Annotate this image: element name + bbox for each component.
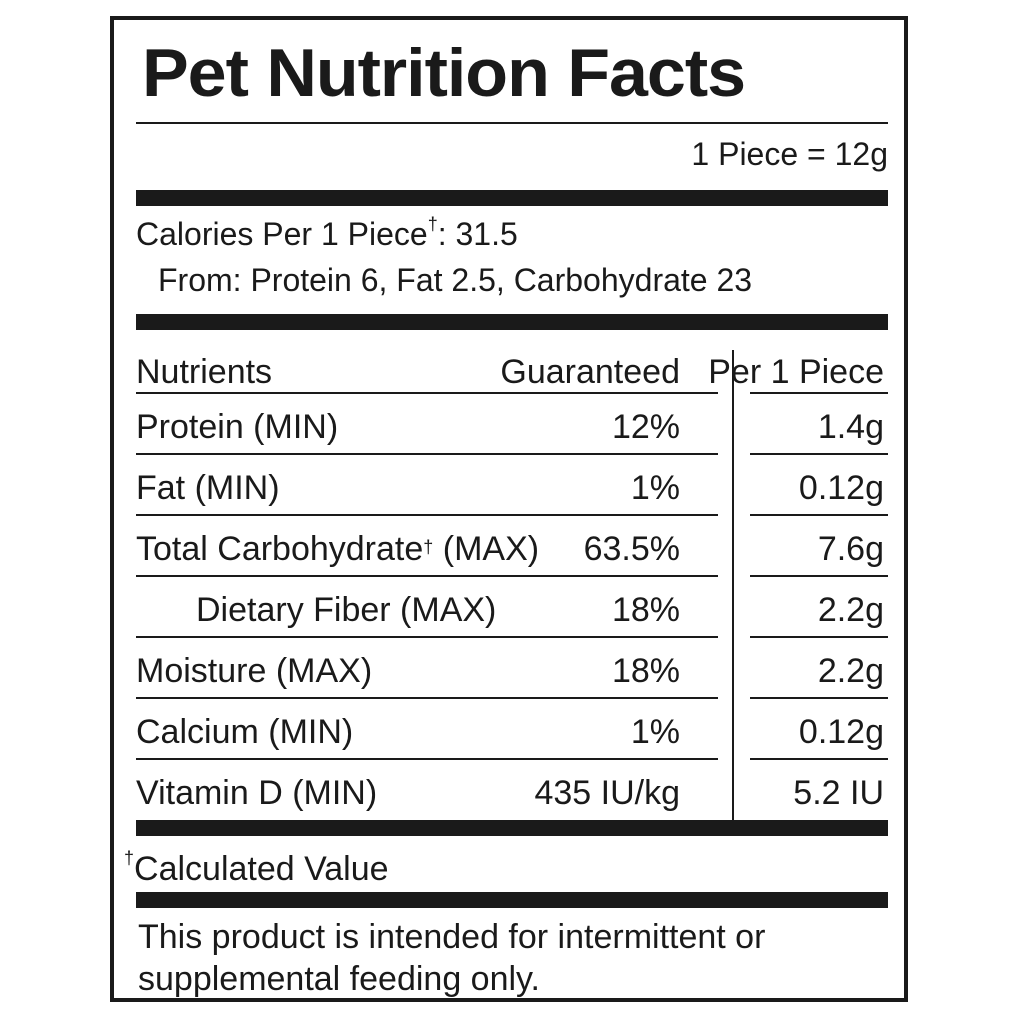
nutrient-per-piece: 2.2g	[817, 652, 884, 690]
row-divider	[750, 453, 888, 455]
nutrient-per-piece: 7.6g	[817, 530, 884, 568]
serving-size: 1 Piece = 12g	[691, 136, 888, 172]
disclaimer: This product is intended for intermitten…	[138, 918, 766, 998]
nutrient-per-piece: 2.2g	[817, 591, 884, 629]
calories-label: Calories Per 1 Piece	[136, 216, 428, 252]
nutrition-label: Pet Nutrition Facts 1 Piece = 12g Calori…	[110, 16, 908, 1002]
nutrient-name-text: Total Carbohydrate	[136, 530, 424, 568]
divider-thick	[136, 314, 888, 330]
nutrient-name: Moisture (MAX)	[136, 652, 373, 690]
dagger-mark: †	[427, 214, 438, 234]
nutrient-name: Protein (MIN)	[136, 408, 339, 446]
table-row: Total Carbohydrate† (MAX) 63.5% 7.6g	[136, 519, 888, 579]
header-guaranteed: Guaranteed	[500, 353, 680, 391]
nutrient-name: Fat (MIN)	[136, 469, 280, 507]
row-divider	[136, 697, 718, 699]
nutrient-guaranteed: 18%	[611, 591, 680, 629]
calories-line: Calories Per 1 Piece†: 31.5	[136, 214, 518, 253]
nutrient-per-piece: 0.12g	[798, 713, 884, 751]
row-divider	[136, 758, 718, 760]
divider-thick	[136, 820, 888, 836]
divider-thick	[136, 892, 888, 908]
footnote-text: Calculated Value	[134, 850, 389, 888]
table-row: Fat (MIN) 1% 0.12g	[136, 458, 888, 518]
dagger-mark: †	[423, 537, 434, 557]
row-divider	[750, 392, 888, 394]
nutrient-name: Vitamin D (MIN)	[136, 774, 378, 812]
label-content: Pet Nutrition Facts 1 Piece = 12g Calori…	[124, 20, 888, 998]
nutrient-guaranteed: 18%	[611, 652, 680, 690]
nutrient-guaranteed: 63.5%	[583, 530, 680, 568]
divider-thick	[136, 190, 888, 206]
nutrient-guaranteed: 1%	[630, 469, 680, 507]
label-title: Pet Nutrition Facts	[142, 35, 746, 111]
table-row: Calcium (MIN) 1% 0.12g	[136, 702, 888, 762]
footnote: †Calculated Value	[124, 848, 389, 889]
nutrient-name-suffix: (MAX)	[433, 530, 540, 568]
row-divider	[136, 514, 718, 516]
row-divider	[750, 758, 888, 760]
table-row: Moisture (MAX) 18% 2.2g	[136, 641, 888, 701]
calories-value: : 31.5	[437, 216, 518, 252]
row-divider	[750, 575, 888, 577]
header-nutrients: Nutrients	[136, 353, 273, 391]
calories-from: From: Protein 6, Fat 2.5, Carbohydrate 2…	[158, 262, 753, 298]
row-divider	[136, 575, 718, 577]
nutrient-per-piece: 1.4g	[817, 408, 884, 446]
table-row: Vitamin D (MIN) 435 IU/kg 5.2 IU	[136, 763, 888, 823]
nutrient-per-piece: 5.2 IU	[793, 774, 884, 812]
nutrient-name: Total Carbohydrate† (MAX)	[136, 519, 539, 579]
header-per-piece: Per 1 Piece	[708, 353, 884, 391]
nutrient-guaranteed: 12%	[611, 408, 680, 446]
dagger-mark: †	[124, 848, 135, 868]
nutrient-guaranteed: 1%	[630, 713, 680, 751]
table-row: Protein (MIN) 12% 1.4g	[136, 397, 888, 457]
row-divider	[136, 453, 718, 455]
row-divider	[750, 697, 888, 699]
row-divider	[750, 636, 888, 638]
nutrient-per-piece: 0.12g	[798, 469, 884, 507]
divider	[136, 122, 888, 124]
nutrient-name: Calcium (MIN)	[136, 713, 354, 751]
column-divider	[732, 350, 734, 834]
nutrient-name: Dietary Fiber (MAX)	[196, 591, 497, 629]
table-header: Nutrients Guaranteed Per 1 Piece	[136, 342, 888, 402]
nutrient-guaranteed: 435 IU/kg	[534, 774, 680, 812]
row-divider	[750, 514, 888, 516]
row-divider	[136, 636, 718, 638]
row-divider	[136, 392, 718, 394]
table-row: Dietary Fiber (MAX) 18% 2.2g	[136, 580, 888, 640]
